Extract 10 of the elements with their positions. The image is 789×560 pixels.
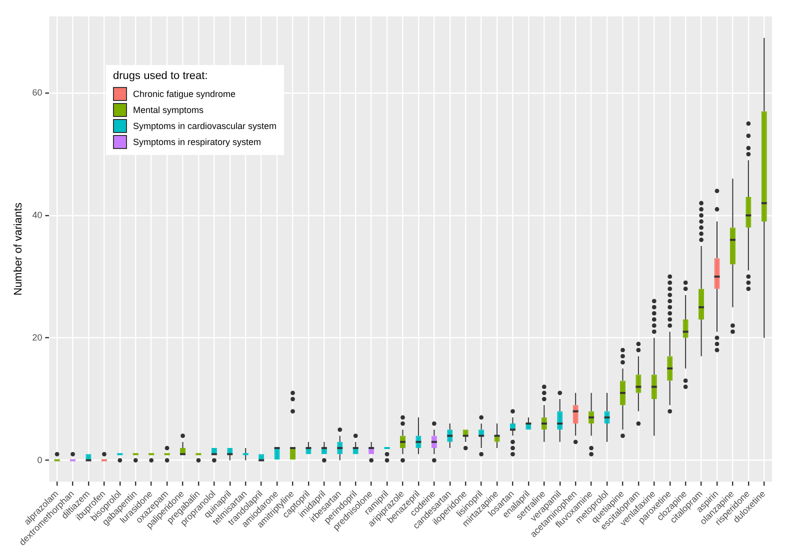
legend-title: drugs used to treat: xyxy=(113,70,209,82)
legend-label: Symptoms in respiratory system xyxy=(133,137,262,147)
y-tick-label: 20 xyxy=(32,332,42,342)
legend-label: Mental symptoms xyxy=(133,105,204,115)
y-axis-title: Number of variants xyxy=(12,202,25,296)
legend-label: Chronic fatigue syndrome xyxy=(133,89,236,99)
y-tick-label: 40 xyxy=(32,210,42,220)
y-tick-label: 0 xyxy=(37,454,42,465)
legend-label: Symptoms in cardiovascular system xyxy=(133,121,277,131)
y-tick-label: 60 xyxy=(32,87,42,98)
